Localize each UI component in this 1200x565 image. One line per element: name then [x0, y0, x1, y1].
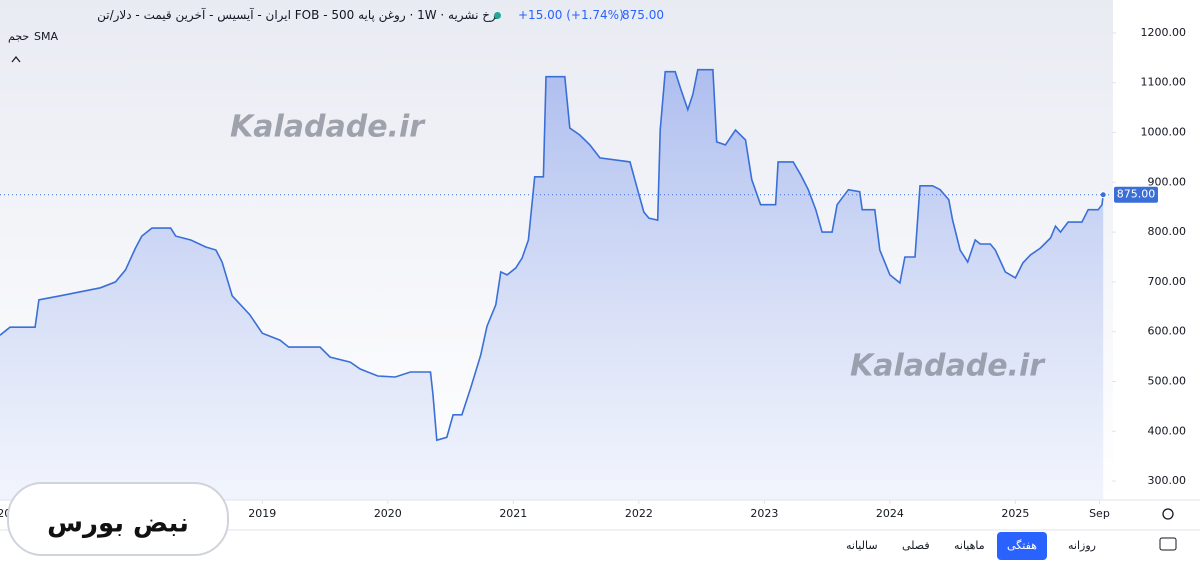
y-tick-label: 1100.00	[1141, 76, 1187, 89]
interval-button[interactable]: هفتگی	[997, 532, 1047, 560]
x-tick-label: 2020	[374, 507, 402, 520]
interval-button[interactable]: فصلی	[902, 539, 930, 552]
watermark: Kaladade.ir	[230, 110, 426, 145]
y-tick-label: 600.00	[1148, 325, 1187, 338]
area	[0, 69, 1104, 500]
interval-button[interactable]: روزانه	[1068, 539, 1096, 552]
y-tick-label: 700.00	[1148, 275, 1187, 288]
y-tick-label: 800.00	[1148, 225, 1187, 238]
line	[0, 68, 1104, 442]
y-tick-label: 500.00	[1148, 374, 1187, 387]
date-range-icon[interactable]	[1159, 537, 1177, 551]
logo-badge	[7, 482, 229, 556]
x-tick-label: 2022	[625, 507, 653, 520]
indicator[interactable]: حجم	[8, 30, 30, 43]
interval-button[interactable]: ماهیانه	[954, 539, 985, 552]
x-tick-label: Sep	[1089, 507, 1110, 520]
status-dot	[494, 12, 501, 19]
settings-icon[interactable]	[1162, 508, 1174, 520]
last-price: 875.00	[622, 8, 664, 22]
watermark: Kaladade.ir	[850, 349, 1046, 384]
last-point	[1099, 191, 1107, 199]
y-tick-label: 900.00	[1148, 175, 1187, 188]
x-tick-label: 2021	[499, 507, 527, 520]
x-tick-label: 2023	[750, 507, 778, 520]
chart-title: نرخ نشریه · 1W · روغن پایه 500 - FOB ایر…	[97, 8, 500, 22]
x-tick-label: 2024	[876, 507, 904, 520]
price-badge-label: 875.00	[1117, 188, 1156, 201]
x-tick-label: 2019	[248, 507, 276, 520]
y-tick-label: 400.00	[1148, 424, 1187, 437]
price-change: +15.00 (+1.74%)	[518, 8, 624, 22]
logo-text: نبض بورس	[47, 509, 189, 539]
price-badge	[1114, 186, 1158, 203]
interval-button[interactable]: سالیانه	[846, 539, 878, 552]
indicator[interactable]: SMA	[34, 30, 58, 43]
x-tick-label: 2025	[1001, 507, 1029, 520]
collapse-icon[interactable]	[11, 56, 21, 63]
y-tick-label: 1000.00	[1141, 125, 1187, 138]
y-tick-label: 300.00	[1148, 474, 1187, 487]
y-tick-label: 1200.00	[1141, 26, 1187, 39]
